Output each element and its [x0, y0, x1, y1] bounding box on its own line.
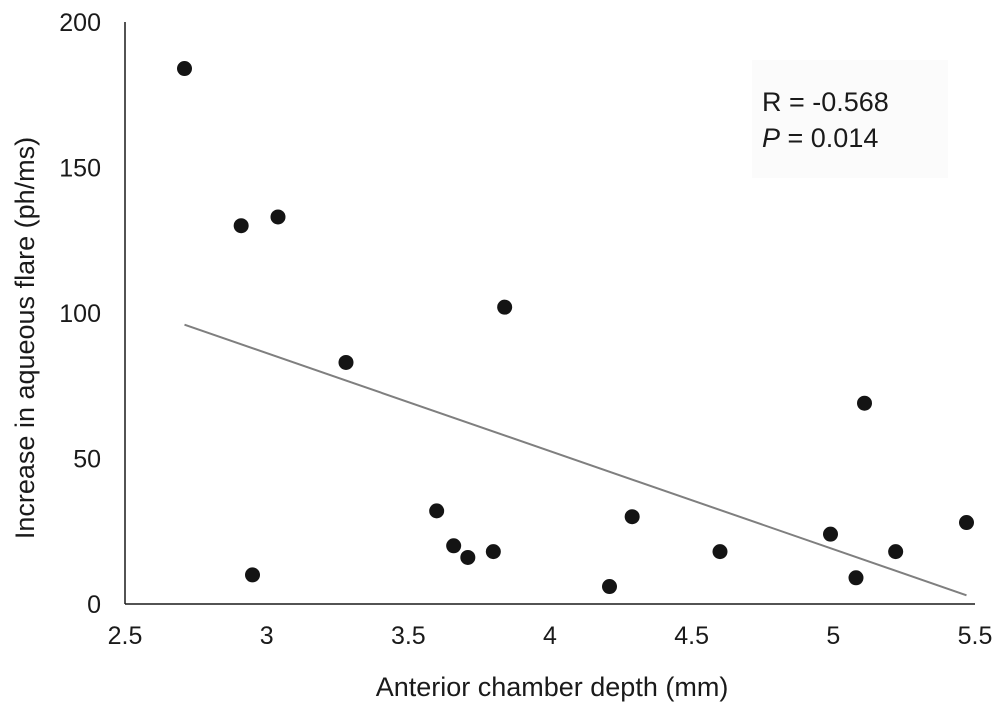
tick-label-layer: 2.5 3 3.5 4 4.5 5 5.5 0 50 100 150 200	[59, 9, 992, 650]
data-point	[460, 549, 476, 565]
data-point	[624, 509, 640, 525]
data-point	[848, 570, 864, 586]
data-point	[497, 299, 513, 315]
y-tick-label: 0	[87, 591, 101, 619]
data-point	[959, 515, 974, 531]
x-tick-label: 4	[543, 622, 557, 650]
x-tick-label: 3.5	[391, 622, 426, 650]
p-value: = 0.014	[780, 123, 878, 153]
point-layer	[177, 61, 974, 595]
x-tick-label: 5.5	[958, 622, 993, 650]
data-point	[446, 538, 462, 554]
y-tick-label: 150	[59, 155, 101, 183]
trendline	[184, 323, 967, 597]
x-tick-label: 2.5	[108, 622, 143, 650]
axis-layer	[124, 22, 975, 605]
data-point	[823, 526, 838, 542]
data-point	[485, 544, 501, 560]
p-value-label: P = 0.014	[762, 123, 878, 153]
data-point	[270, 209, 286, 225]
y-tick-label: 200	[59, 9, 101, 37]
y-tick-label: 50	[73, 446, 101, 474]
data-point	[233, 218, 249, 234]
y-tick-label: 100	[59, 300, 101, 328]
data-point	[338, 354, 354, 370]
annotation-layer	[752, 60, 948, 178]
x-axis-title: Anterior chamber depth (mm)	[376, 672, 729, 702]
x-tick-label: 5	[826, 622, 840, 650]
data-point	[857, 395, 872, 411]
data-point	[177, 61, 192, 77]
y-axis-title: Increase in aqueous flare (ph/ms)	[10, 137, 40, 539]
trendline-layer	[184, 323, 967, 597]
data-point	[888, 544, 904, 560]
x-tick-label: 3	[260, 622, 274, 650]
annotation-box	[752, 60, 948, 178]
data-point	[245, 567, 260, 583]
p-symbol: P	[762, 123, 780, 153]
data-point	[429, 503, 445, 519]
data-point	[602, 579, 617, 595]
x-tick-label: 4.5	[674, 622, 709, 650]
correlation-r-label: R = -0.568	[762, 87, 889, 117]
data-point	[712, 544, 728, 560]
